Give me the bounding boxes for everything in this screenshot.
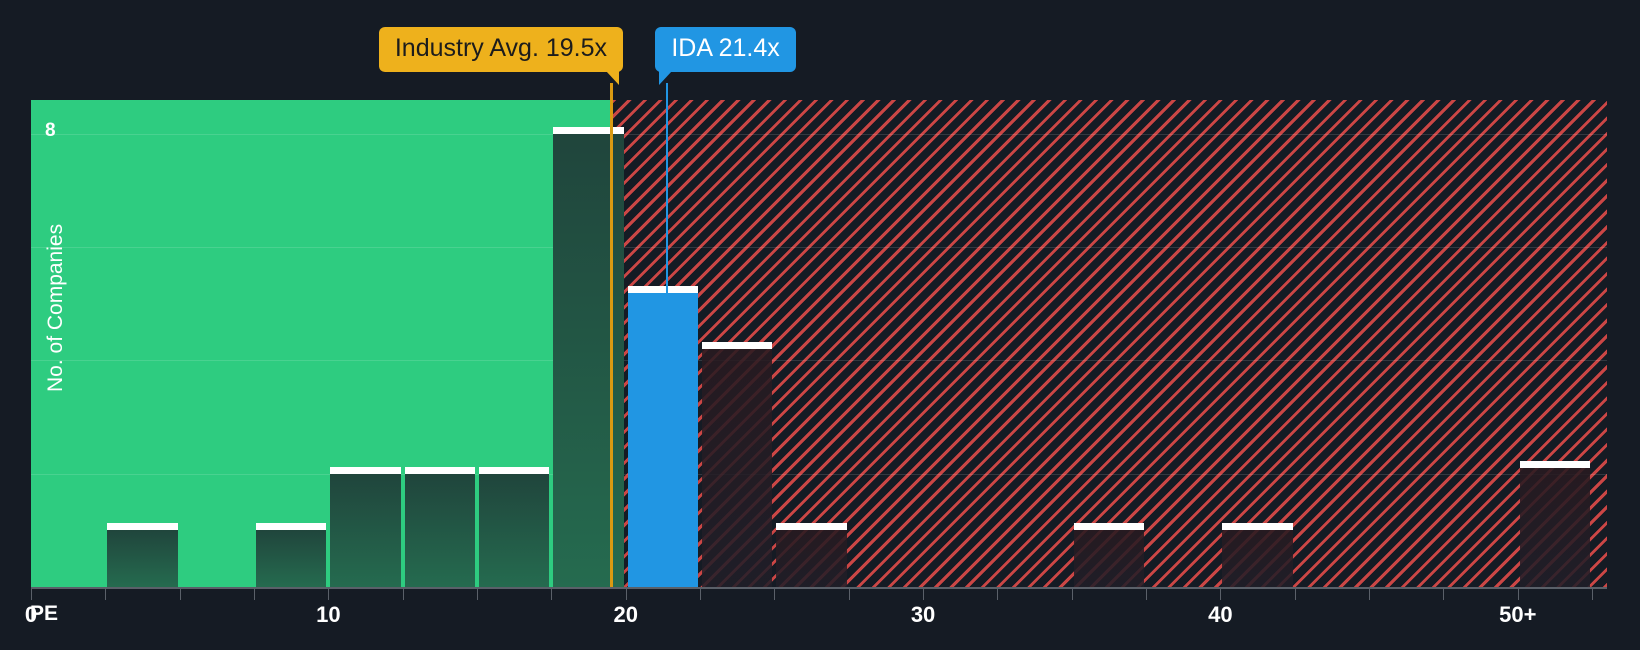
x-axis-tick [625, 589, 627, 600]
x-axis-tick [1369, 589, 1371, 600]
x-axis-tick [923, 589, 925, 600]
ida-marker-line [666, 100, 669, 587]
x-axis-tick-label: 40 [1208, 602, 1233, 627]
x-axis-tick-label: 30 [910, 602, 936, 627]
x-axis-tick [997, 589, 999, 600]
x-axis-tick-label: 0 [24, 602, 38, 627]
bar[interactable] [627, 285, 699, 587]
bar[interactable] [1519, 461, 1591, 587]
y-axis-title: No. of Companies [44, 223, 67, 392]
bar[interactable] [553, 126, 624, 587]
x-axis-tick [402, 589, 404, 600]
bar[interactable] [479, 466, 550, 587]
bar[interactable] [404, 466, 476, 587]
bar[interactable] [1073, 523, 1145, 587]
gridline [31, 360, 1607, 362]
x-axis-tick [328, 589, 330, 600]
bar-cap [702, 342, 773, 350]
x-axis-tick-label: 10 [316, 602, 341, 627]
industry-average-callout[interactable]: Industry Avg. 19.5x [378, 27, 624, 85]
bar-cap [1073, 523, 1145, 531]
bar-cap [776, 523, 847, 531]
x-axis-tick [1443, 589, 1445, 600]
bar-cap [479, 466, 550, 474]
x-axis-tick [774, 589, 776, 600]
x-axis-tick [700, 589, 702, 600]
plot-area [31, 100, 1607, 587]
callout-tail [606, 71, 620, 85]
x-axis-tick-label: 50+ [1499, 602, 1537, 627]
x-axis-tick-label: 20 [613, 602, 638, 627]
bar-cap [256, 523, 327, 531]
x-axis-tick [551, 589, 553, 600]
bar-cap [627, 285, 699, 293]
bar-cap [107, 523, 178, 531]
bar-cap [1222, 523, 1293, 531]
ida-callout[interactable]: IDA 21.4x [655, 27, 796, 85]
industry-average-marker-line [609, 100, 613, 587]
gridline [31, 473, 1607, 475]
x-axis-tick [1592, 589, 1594, 600]
x-axis-tick [1294, 589, 1296, 600]
ida-leader-line [666, 83, 669, 293]
x-axis-tick [1220, 589, 1222, 600]
x-axis-tick [254, 589, 256, 600]
bar[interactable] [330, 466, 401, 587]
bar-cap [553, 126, 624, 134]
region-expensive [610, 100, 1607, 587]
x-axis-tick [31, 589, 32, 600]
bar[interactable] [1222, 523, 1293, 587]
x-axis-tick [179, 589, 181, 600]
bar[interactable] [702, 342, 773, 587]
callout-tail [659, 71, 673, 85]
gridline [31, 133, 1607, 135]
x-axis-tick [1517, 589, 1519, 600]
bar[interactable] [776, 523, 847, 587]
x-axis-title: PE [30, 602, 59, 625]
x-axis-tick [1071, 589, 1073, 600]
bar[interactable] [256, 523, 327, 587]
industry-average-callout-label: Industry Avg. 19.5x [394, 34, 608, 62]
bar[interactable] [107, 523, 178, 587]
x-axis-tick [848, 589, 850, 600]
x-axis-line [31, 587, 1607, 589]
industry-average-leader-line [609, 83, 613, 100]
x-axis-tick [477, 589, 479, 600]
bar-cap [1519, 461, 1591, 469]
y-axis-top-tick-label: 8 [45, 120, 56, 141]
bar-cap [330, 466, 401, 474]
ida-callout-label: IDA 21.4x [671, 34, 780, 62]
x-axis-tick [105, 589, 107, 600]
gridline [31, 247, 1607, 249]
bar-cap [404, 466, 476, 474]
x-axis-tick [1146, 589, 1148, 600]
